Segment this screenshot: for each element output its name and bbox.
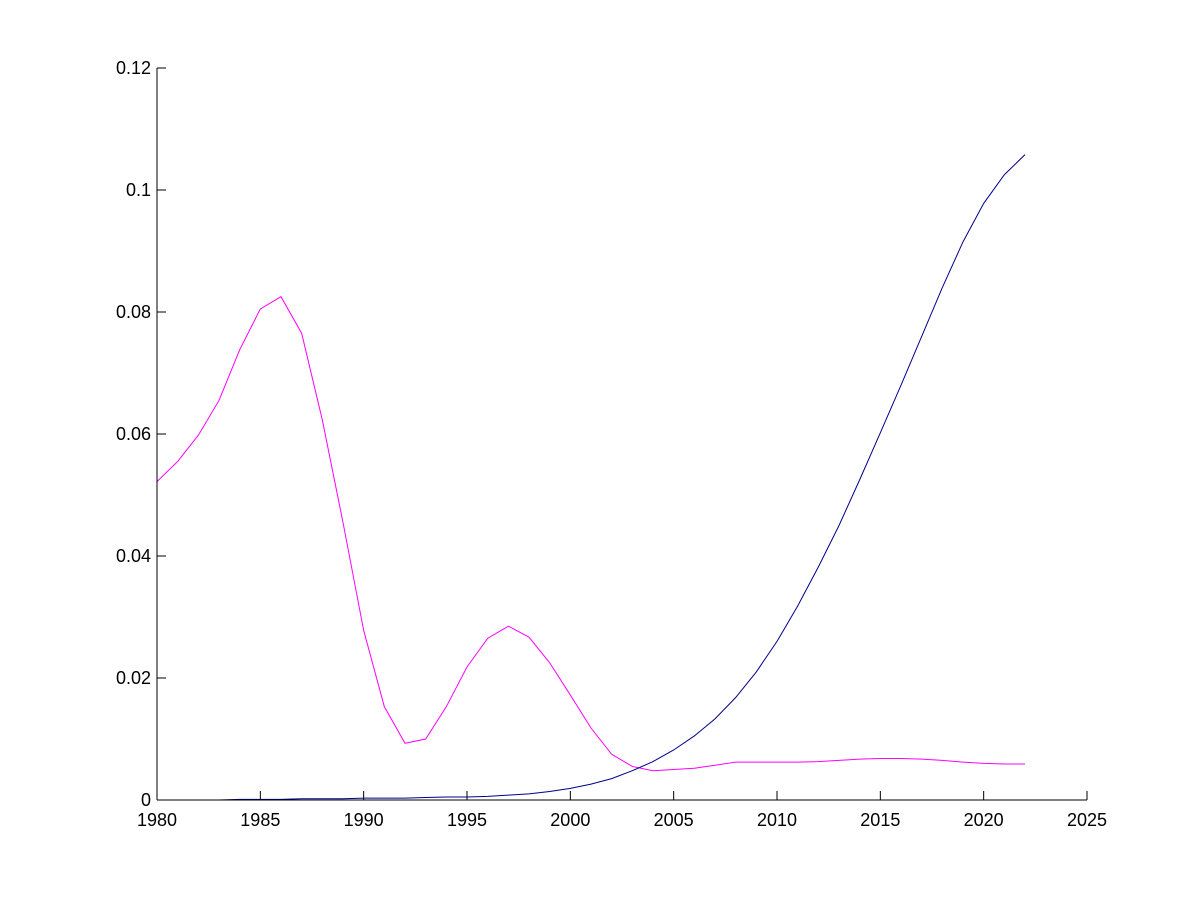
- y-tick-label: 0: [141, 790, 151, 810]
- x-tick-label: 2015: [860, 810, 900, 830]
- x-tick-label: 2000: [550, 810, 590, 830]
- x-tick-label: 1995: [447, 810, 487, 830]
- axes-layer: 1980 1985 1990 1995 2000 2005 2010 2015 2020 2025…: [116, 58, 1107, 830]
- x-tick-label: 1985: [240, 810, 280, 830]
- y-tick-label: 0.08: [116, 302, 151, 322]
- series-line-1: [156, 296, 1025, 772]
- x-tick-label: 2020: [964, 810, 1004, 830]
- x-tick-label: 1980: [137, 810, 177, 830]
- x-tick-label: 2005: [654, 810, 694, 830]
- y-tick-label: 0.12: [116, 58, 151, 78]
- y-tick-label: 0.06: [116, 424, 151, 444]
- x-tick-label: 2025: [1067, 810, 1107, 830]
- x-tick-label: 1990: [344, 810, 384, 830]
- y-tick-label: 0.02: [116, 668, 151, 688]
- y-tick-label: 0.04: [116, 546, 151, 566]
- series-layer: [156, 154, 1026, 801]
- series-line-2: [157, 154, 1026, 801]
- y-tick-label: 0.1: [126, 180, 151, 200]
- x-tick-label: 2010: [757, 810, 797, 830]
